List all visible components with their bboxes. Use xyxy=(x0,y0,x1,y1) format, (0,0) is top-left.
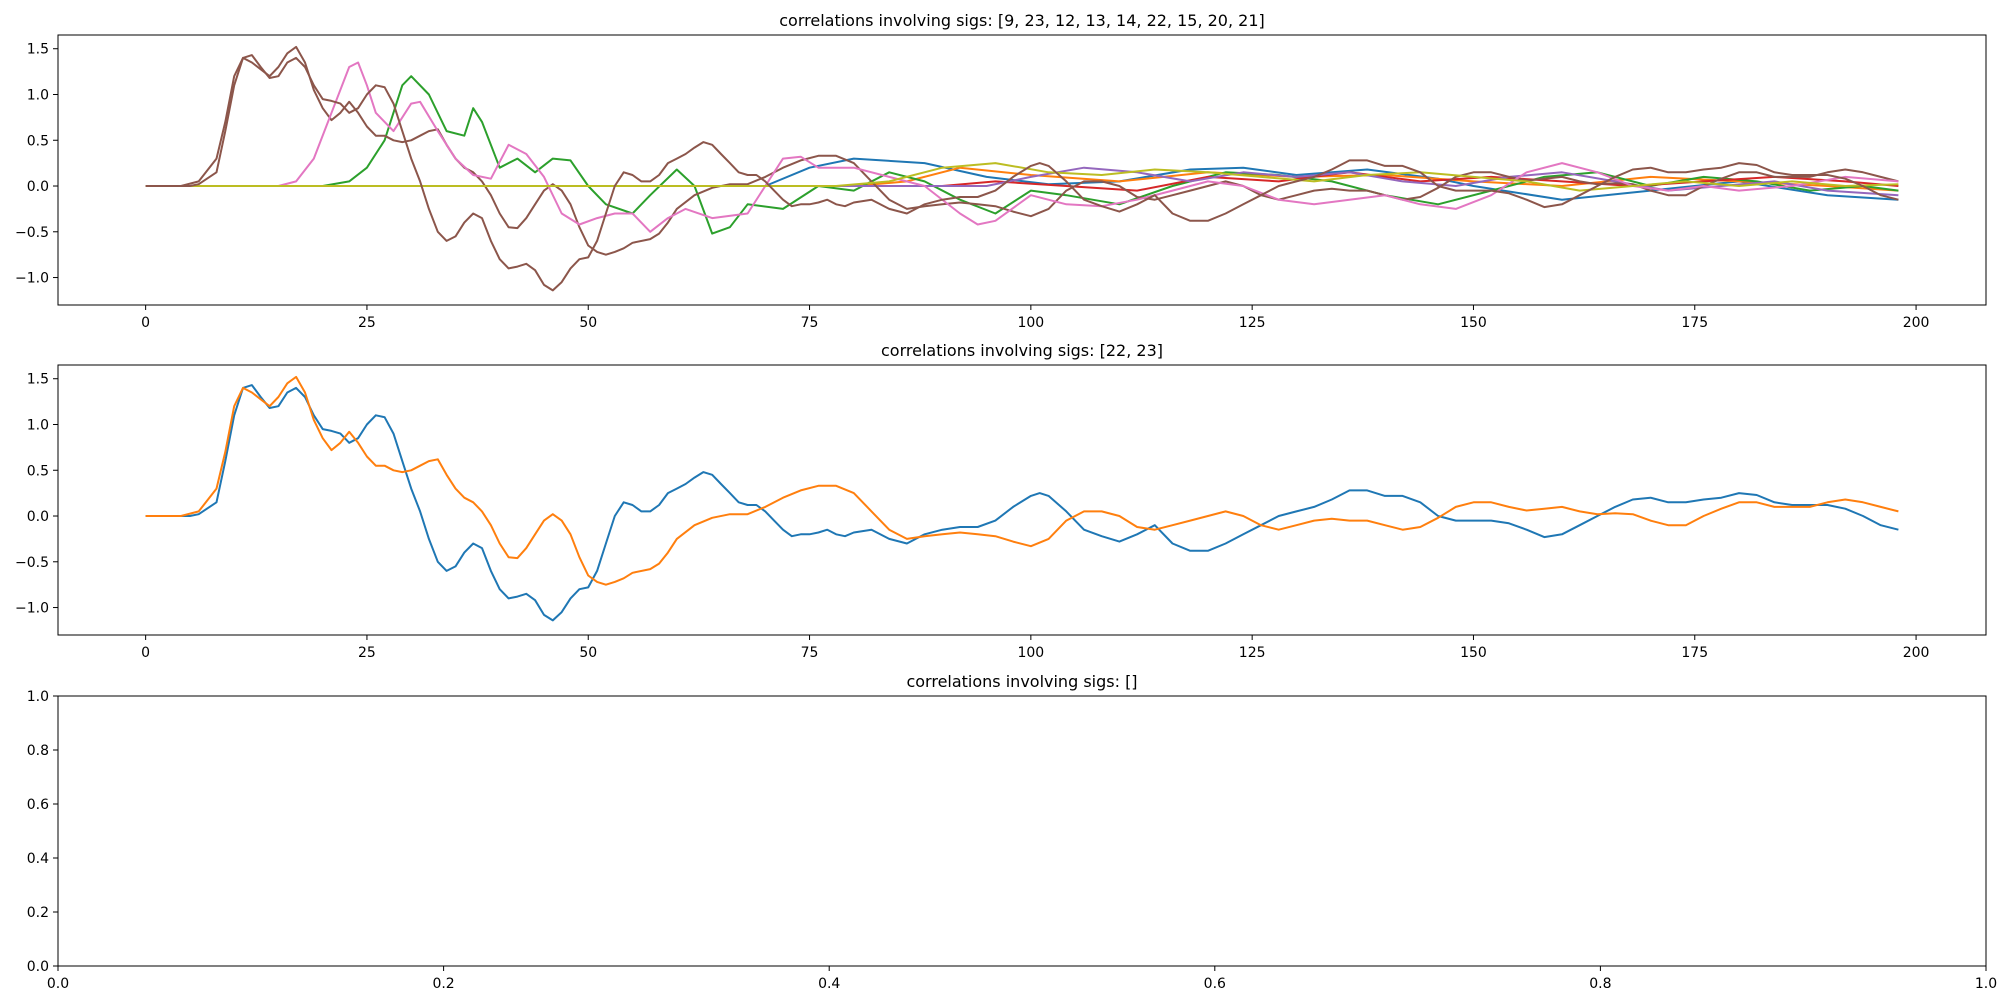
y-tick-label: 0.6 xyxy=(27,797,49,813)
axes-frame xyxy=(57,34,1987,306)
x-tick-label: 50 xyxy=(579,315,597,331)
axes-frame xyxy=(57,364,1987,636)
x-tick-label: 200 xyxy=(1903,645,1930,661)
chart-panel-2: correlations involving sigs: [22, 23] 0 25… xyxy=(15,341,1987,661)
chart-panel-1: correlations involving sigs: [9, 23, 12,… xyxy=(15,11,1987,331)
x-tick-label: 25 xyxy=(358,315,376,331)
x-tick-label: 0 xyxy=(141,315,150,331)
x-tick-label: 175 xyxy=(1681,315,1708,331)
axes-frame xyxy=(57,695,1987,967)
x-tick-label: 25 xyxy=(358,645,376,661)
x-tick-label: 100 xyxy=(1017,315,1044,331)
y-tick-label: −0.5 xyxy=(15,225,49,241)
y-tick-label: 0.0 xyxy=(27,959,49,975)
x-tick-label: 200 xyxy=(1903,315,1930,331)
y-tick-label: 0.5 xyxy=(27,463,49,479)
chart-title: correlations involving sigs: [9, 23, 12,… xyxy=(779,11,1265,30)
chart-title: correlations involving sigs: [22, 23] xyxy=(881,341,1163,360)
y-tick-label: 1.0 xyxy=(27,689,49,705)
x-tick-label: 100 xyxy=(1017,645,1044,661)
series-group xyxy=(145,45,1899,292)
x-tick-label: 75 xyxy=(801,315,819,331)
x-tick-label: 125 xyxy=(1239,645,1266,661)
y-tick-label: 0.5 xyxy=(27,133,49,149)
series-line-3 xyxy=(145,75,1899,235)
series-line-1 xyxy=(145,384,1899,622)
series-line-9 xyxy=(145,54,1899,292)
x-tick-label: 0.8 xyxy=(1589,976,1611,992)
x-tick-label: 0.6 xyxy=(1204,976,1226,992)
y-tick-label: 0.0 xyxy=(27,179,49,195)
y-tick-label: 0.0 xyxy=(27,509,49,525)
chart-title: correlations involving sigs: [] xyxy=(906,672,1137,691)
x-tick-label: 125 xyxy=(1239,315,1266,331)
x-tick-label: 0.2 xyxy=(432,976,454,992)
y-tick-label: −1.0 xyxy=(15,271,49,287)
y-tick-label: 0.8 xyxy=(27,743,49,759)
x-tick-label: 75 xyxy=(801,645,819,661)
chart-panel-3: correlations involving sigs: [] 0.0 0.2 0.4… xyxy=(27,672,1997,992)
x-tick-label: 150 xyxy=(1460,645,1487,661)
x-tick-label: 150 xyxy=(1460,315,1487,331)
series-line-6 xyxy=(145,45,1899,256)
series-line-4 xyxy=(145,171,1899,192)
x-tick-label: 0.0 xyxy=(47,976,69,992)
series-group xyxy=(145,375,1899,622)
x-tick-label: 175 xyxy=(1681,645,1708,661)
x-tick-label: 50 xyxy=(579,645,597,661)
y-tick-label: 1.0 xyxy=(27,87,49,103)
y-tick-label: −0.5 xyxy=(15,555,49,571)
series-line-7 xyxy=(145,61,1899,233)
y-tick-label: −1.0 xyxy=(15,601,49,617)
y-tick-label: 1.5 xyxy=(27,372,49,388)
series-line-5 xyxy=(145,166,1899,197)
y-tick-label: 0.2 xyxy=(27,905,49,921)
series-line-8 xyxy=(145,162,1899,192)
series-line-2 xyxy=(145,375,1899,586)
y-tick-label: 0.4 xyxy=(27,851,49,867)
x-tick-label: 0.4 xyxy=(818,976,840,992)
y-tick-label: 1.0 xyxy=(27,417,49,433)
x-tick-label: 0 xyxy=(141,645,150,661)
x-tick-label: 1.0 xyxy=(1975,976,1997,992)
y-tick-label: 1.5 xyxy=(27,42,49,58)
